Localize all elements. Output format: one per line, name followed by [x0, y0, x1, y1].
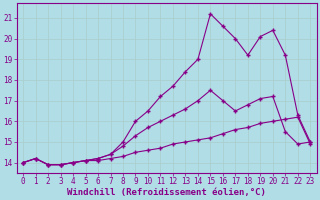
X-axis label: Windchill (Refroidissement éolien,°C): Windchill (Refroidissement éolien,°C): [67, 188, 266, 197]
